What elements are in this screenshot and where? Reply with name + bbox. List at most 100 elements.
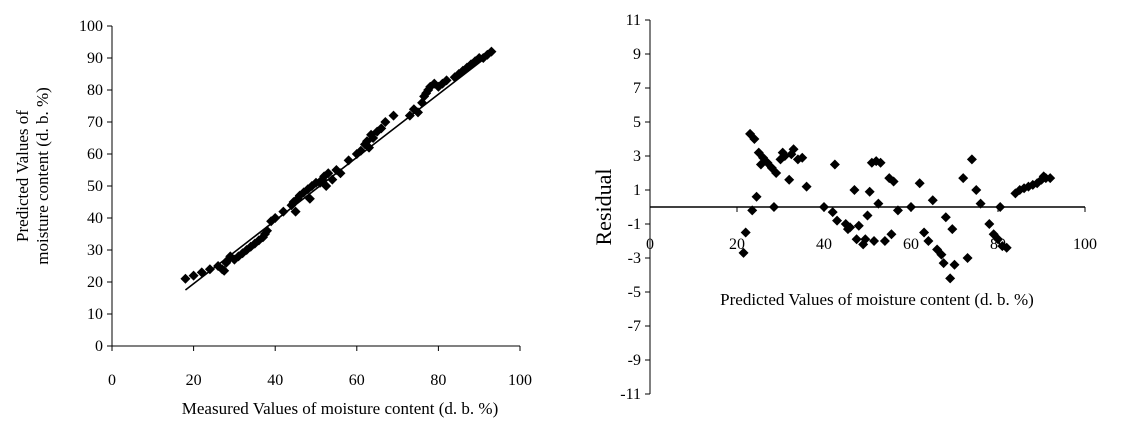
data-point	[404, 110, 415, 121]
data-point	[751, 191, 762, 202]
data-point	[441, 75, 452, 86]
y-tick-label: 5	[633, 114, 641, 131]
y-tick-label: 7	[633, 80, 641, 97]
data-point	[962, 253, 973, 263]
data-point	[364, 142, 375, 153]
data-point	[304, 193, 315, 204]
data-point	[993, 234, 1003, 245]
y-tick-label: -11	[620, 386, 641, 403]
data-point	[747, 205, 758, 216]
data-point	[788, 144, 799, 155]
data-point	[829, 159, 840, 170]
data-point	[906, 202, 916, 212]
data-point	[919, 227, 930, 238]
y-tick-label: -9	[628, 352, 641, 369]
x-axis-label: Measured Values of moisture content (d. …	[182, 399, 498, 418]
y-tick-label: -1	[628, 216, 641, 233]
data-point	[1045, 173, 1056, 184]
y-tick-label: 100	[79, 18, 103, 35]
data-point	[188, 270, 199, 281]
data-point	[278, 206, 289, 217]
data-point	[949, 259, 960, 270]
x-tick-label: 0	[646, 236, 654, 253]
y-tick-label: 50	[87, 178, 103, 195]
data-point	[927, 195, 938, 206]
data-point	[873, 198, 884, 209]
x-tick-label: 20	[729, 236, 745, 253]
data-point	[827, 207, 838, 218]
data-point	[845, 222, 856, 233]
data-point	[204, 264, 215, 275]
x-axis-label: Predicted Values of moisture content (d.…	[720, 290, 1034, 309]
data-point	[784, 174, 795, 185]
y-tick-label: 9	[633, 46, 641, 63]
x-tick-label: 0	[108, 372, 116, 389]
y-tick-label: 1	[633, 182, 641, 199]
y-axis-label-line1: Predicted Values of	[13, 110, 32, 242]
y-axis-label-text: Residual	[591, 169, 616, 246]
data-point	[947, 224, 958, 235]
data-point	[290, 206, 301, 217]
y-tick-label: 10	[87, 306, 103, 323]
data-point	[886, 229, 897, 240]
data-point	[849, 185, 860, 195]
y-tick-label: 0	[95, 338, 103, 355]
left-chart-measured-vs-predicted: 0 10 20 30 40 50 60 70 80 90 100 0 20 40 60 80 100 Measur…	[13, 18, 532, 418]
x-tick-label: 40	[267, 372, 283, 389]
data-point	[888, 176, 899, 187]
data-point	[938, 258, 949, 269]
data-point	[958, 173, 969, 184]
data-point	[343, 155, 354, 166]
data-point	[940, 212, 951, 223]
x-tick-label: 20	[186, 372, 202, 389]
data-point	[738, 247, 749, 258]
data-point	[864, 186, 875, 197]
data-point	[862, 210, 873, 221]
data-point	[376, 123, 387, 134]
y-tick-label: -5	[628, 284, 641, 301]
data-point	[892, 205, 903, 216]
data-point	[768, 202, 779, 212]
data-point	[196, 267, 207, 278]
y-tick-label: 30	[87, 242, 103, 259]
y-tick-label: -7	[628, 318, 641, 335]
data-point	[740, 227, 751, 238]
data-point	[380, 117, 391, 127]
data-point	[936, 249, 947, 260]
x-tick-label: 100	[1073, 236, 1097, 253]
x-tick-label: 40	[816, 236, 832, 253]
data-point	[875, 157, 886, 168]
data-point	[869, 236, 880, 246]
data-point	[335, 168, 346, 179]
y-axis-label: Residual	[591, 169, 616, 246]
data-point	[355, 145, 366, 156]
data-point	[923, 236, 934, 246]
data-point	[749, 134, 760, 144]
data-point	[368, 133, 379, 143]
data-point	[984, 219, 995, 229]
data-point	[971, 185, 982, 195]
data-point	[801, 181, 812, 192]
data-point	[797, 152, 808, 163]
data-point	[819, 202, 829, 212]
y-tick-label: 40	[87, 210, 103, 227]
x-tick-label: 60	[903, 236, 919, 253]
data-point	[771, 168, 782, 178]
x-tick-label: 60	[349, 372, 365, 389]
data-point	[1001, 242, 1012, 253]
data-point	[975, 198, 986, 209]
y-tick-label: 80	[87, 82, 103, 99]
data-point	[995, 202, 1006, 212]
data-point	[180, 273, 191, 284]
data-point	[966, 154, 977, 165]
data-point	[851, 234, 862, 245]
y-tick-label: 3	[633, 148, 641, 165]
y-tick-label: 60	[87, 146, 103, 163]
y-axis-label: Predicted Values of moisture content (d. …	[13, 87, 52, 265]
y-tick-label: 90	[87, 50, 103, 67]
data-point	[832, 215, 843, 226]
data-point	[262, 225, 273, 236]
data-point	[860, 234, 871, 245]
